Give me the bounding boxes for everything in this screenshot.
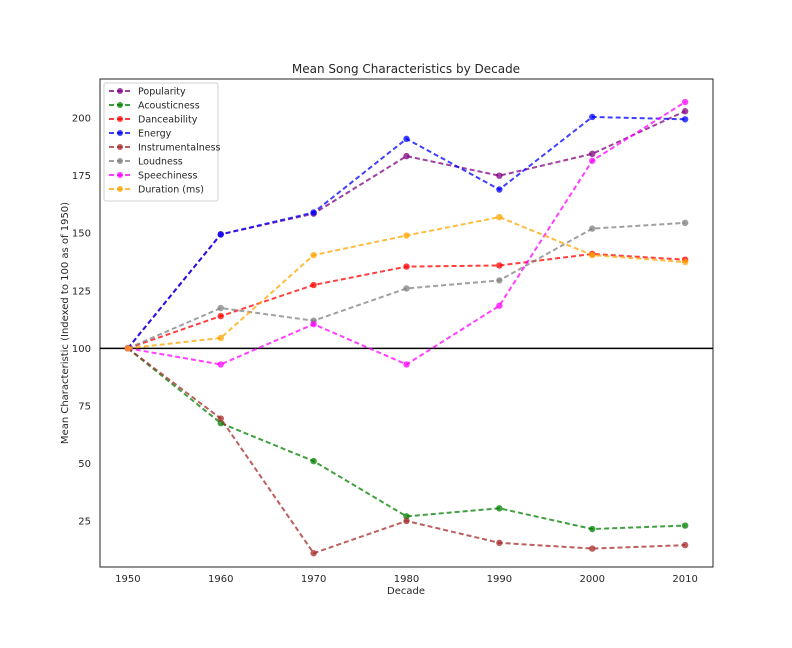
x-tick-label: 1960 [208, 574, 233, 585]
x-axis-label: Decade [387, 586, 425, 597]
data-point [589, 225, 596, 232]
data-point [681, 108, 689, 115]
data-point [403, 513, 410, 520]
data-point [217, 304, 224, 312]
x-tick-label: 1950 [115, 574, 140, 585]
y-tick-label: 200 [72, 114, 91, 125]
data-point [589, 150, 596, 158]
data-point [589, 113, 596, 121]
data-point [496, 172, 503, 179]
data-point [217, 231, 224, 238]
data-point [217, 334, 224, 342]
data-point [681, 258, 689, 266]
data-point [310, 281, 317, 289]
legend-label: Danceability [138, 115, 198, 126]
series-energy [124, 113, 689, 352]
data-point [217, 419, 224, 427]
legend-label: Duration (ms) [138, 185, 204, 196]
data-point [681, 116, 689, 123]
y-tick-label: 100 [72, 344, 91, 355]
legend-marker [117, 116, 123, 122]
data-point [403, 232, 410, 239]
legend-label: Instrumentalness [138, 143, 221, 154]
data-point [217, 312, 224, 320]
data-point [589, 545, 596, 552]
y-tick-label: 25 [78, 516, 91, 527]
legend-marker [117, 158, 123, 164]
data-point [496, 539, 503, 547]
y-tick-label: 175 [72, 171, 91, 182]
data-point [310, 549, 317, 557]
legend-label: Speechiness [138, 171, 197, 182]
data-point [681, 219, 689, 227]
data-point [496, 262, 503, 269]
data-point [496, 186, 503, 193]
data-point [217, 415, 224, 422]
data-point [403, 152, 410, 160]
x-tick-label: 1990 [487, 574, 512, 585]
legend-marker [117, 172, 123, 178]
series-duration-ms [124, 213, 689, 352]
y-tick-label: 75 [78, 401, 91, 412]
data-point [496, 277, 503, 284]
data-point [310, 251, 317, 259]
data-point [496, 302, 503, 309]
data-point [589, 525, 596, 533]
legend-marker [117, 144, 123, 150]
data-point [403, 517, 410, 525]
data-point [310, 209, 317, 216]
plot-area: 1950 1960 1970 1980 1990 2000 2010 25 50 75 100 125… [72, 78, 714, 585]
data-point [681, 98, 689, 106]
x-tick-label: 2000 [580, 574, 605, 585]
data-point [496, 213, 503, 221]
data-point [496, 505, 503, 512]
legend-marker [117, 88, 123, 94]
y-axis-label: Mean Characteristic (Indexed to 100 as o… [60, 202, 71, 444]
legend-label: Popularity [138, 87, 186, 98]
legend-marker [117, 130, 123, 136]
data-point [403, 135, 410, 143]
data-point [217, 361, 224, 368]
legend-marker [117, 102, 123, 108]
series-speechiness [124, 98, 689, 368]
legend-label: Energy [138, 129, 172, 140]
legend: Popularity Acousticness Danceability Energy… [103, 82, 221, 202]
data-point [310, 320, 317, 328]
data-point [403, 285, 410, 292]
legend-marker [117, 186, 123, 192]
legend-label: Loudness [138, 157, 183, 168]
data-point [681, 541, 689, 549]
data-point [124, 345, 132, 352]
y-tick-label: 125 [72, 286, 91, 297]
y-tick-label: 150 [72, 229, 91, 240]
legend-box [103, 82, 219, 202]
y-tick-label: 50 [78, 459, 91, 470]
data-point [589, 157, 596, 164]
data-point [403, 263, 410, 270]
data-point [681, 522, 689, 529]
data-point [403, 361, 410, 368]
chart-title: Mean Song Characteristics by Decade [292, 62, 520, 76]
legend-label: Acousticness [138, 101, 200, 112]
data-point [310, 457, 317, 465]
x-tick-label: 2010 [672, 574, 697, 585]
data-point [589, 251, 596, 259]
x-tick-label: 1970 [301, 574, 326, 585]
x-tick-label: 1980 [394, 574, 419, 585]
